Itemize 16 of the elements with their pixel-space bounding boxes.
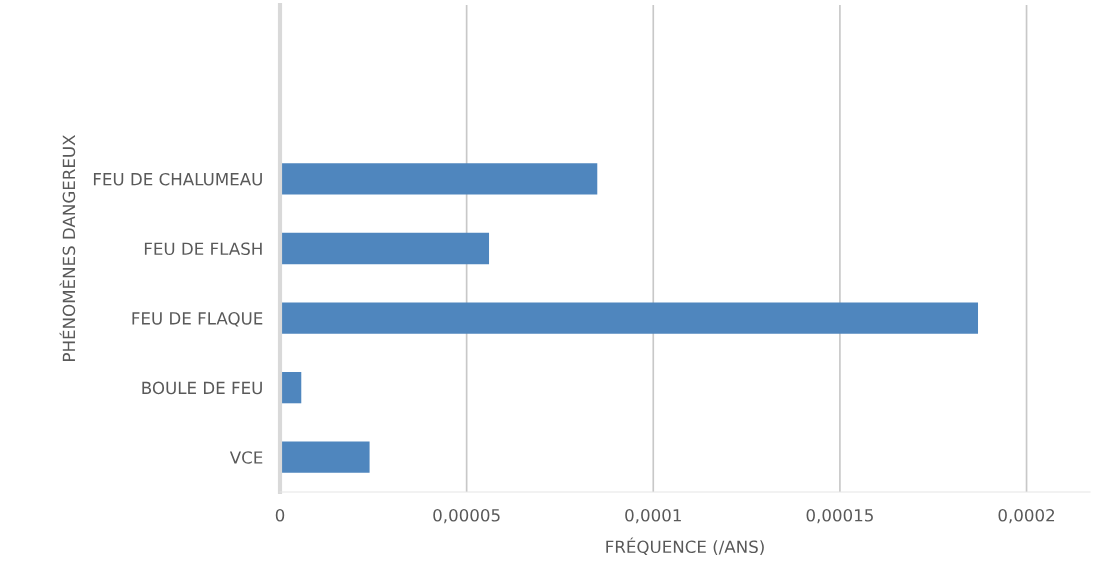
y-tick-label: VCE (229, 451, 263, 464)
x-tick-label: 0 (275, 508, 285, 522)
x-tick-label: 0,00015 (806, 508, 873, 524)
bar (280, 163, 598, 195)
y-axis-title: PHÉNOMÈNES DANGEREUX (59, 134, 76, 361)
bar (280, 441, 370, 473)
x-axis-title: FRÉQUENCE (/ANS) (606, 537, 764, 556)
y-tick-label: FEU DE CHALUMEAU (93, 172, 262, 186)
bar (280, 232, 490, 265)
x-tick-label: 0,0002 (998, 508, 1055, 524)
x-tick-label: 0,00005 (433, 508, 500, 524)
x-tick-label: 0,0001 (625, 508, 681, 524)
y-tick-label: FEU DE FLASH (144, 242, 262, 256)
y-tick-label: FEU DE FLAQUE (132, 312, 263, 327)
bar (280, 302, 979, 334)
y-tick-label: BOULE DE FEU (142, 381, 262, 395)
